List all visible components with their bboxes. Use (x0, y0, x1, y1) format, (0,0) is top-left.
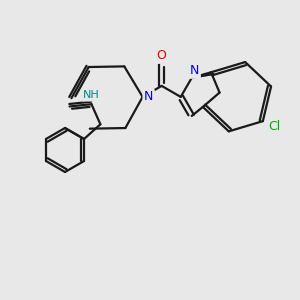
Text: N: N (190, 64, 200, 77)
Text: N: N (144, 90, 153, 104)
Text: Cl: Cl (269, 120, 281, 133)
Text: NH: NH (83, 90, 100, 100)
Text: O: O (157, 50, 166, 62)
